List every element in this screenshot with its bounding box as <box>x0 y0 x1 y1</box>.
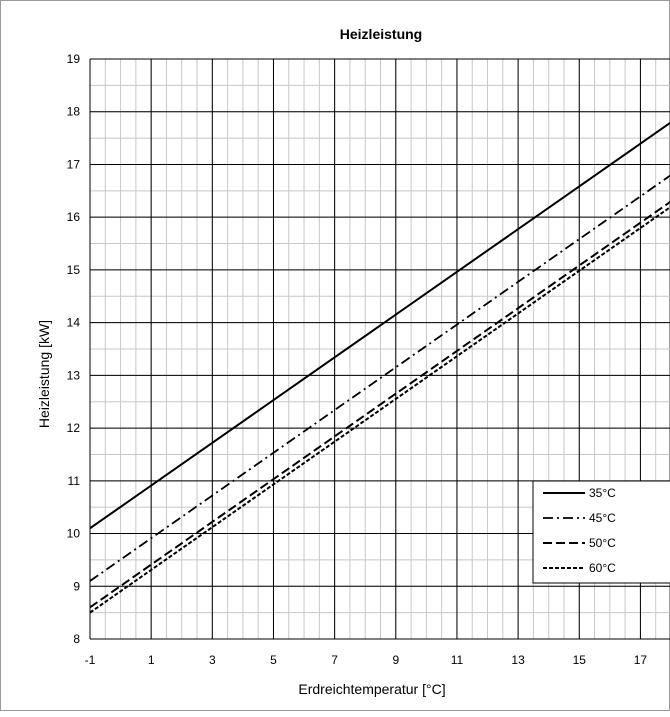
y-axis-title: Heizleistung [kW] <box>36 320 52 428</box>
y-tick-label: 16 <box>67 210 81 224</box>
y-tick-label: 12 <box>67 421 81 435</box>
series-line-3 <box>90 200 670 609</box>
x-tick-label: -1 <box>85 653 96 667</box>
legend-box <box>532 480 670 584</box>
x-tick-label: 7 <box>331 653 338 667</box>
y-tick-label: 8 <box>73 632 80 646</box>
y-tick-label: 14 <box>67 316 81 330</box>
y-tick-label: 11 <box>68 474 81 488</box>
legend-label: 60°C <box>589 561 616 575</box>
chart-title: Heizleistung <box>340 26 422 42</box>
legend-label: 50°C <box>589 536 616 550</box>
x-tick-label: 9 <box>392 653 399 667</box>
y-tick-labels: 8 9 10 11 12 13 14 15 16 17 18 19 <box>67 52 81 646</box>
x-tick-label: 11 <box>451 653 464 667</box>
x-tick-label: 13 <box>511 653 525 667</box>
legend: 35°C 45°C 50°C 60°C <box>532 480 670 584</box>
x-tick-label: 15 <box>573 653 587 667</box>
y-tick-label: 18 <box>67 105 81 119</box>
x-tick-label: 1 <box>148 653 155 667</box>
series-line-4 <box>90 206 670 614</box>
y-tick-label: 19 <box>67 52 81 66</box>
x-tick-label: 17 <box>634 653 648 667</box>
series-line-1 <box>90 121 670 530</box>
y-tick-label: 13 <box>67 368 81 382</box>
major-gridlines <box>89 58 670 640</box>
x-axis-title: Erdreichtemperatur [°C] <box>298 681 445 697</box>
y-tick-label: 9 <box>73 579 80 593</box>
x-tick-label: 5 <box>270 653 277 667</box>
y-tick-label: 10 <box>67 527 81 541</box>
series-lines <box>90 121 670 614</box>
legend-label: 45°C <box>589 511 616 525</box>
series-line-2 <box>90 174 670 582</box>
x-tick-labels: -1 1 3 5 7 9 11 13 15 17 <box>85 653 648 667</box>
y-tick-label: 15 <box>67 263 81 277</box>
x-tick-label: 3 <box>209 653 216 667</box>
legend-label: 35°C <box>589 486 616 500</box>
y-tick-label: 17 <box>67 157 81 171</box>
